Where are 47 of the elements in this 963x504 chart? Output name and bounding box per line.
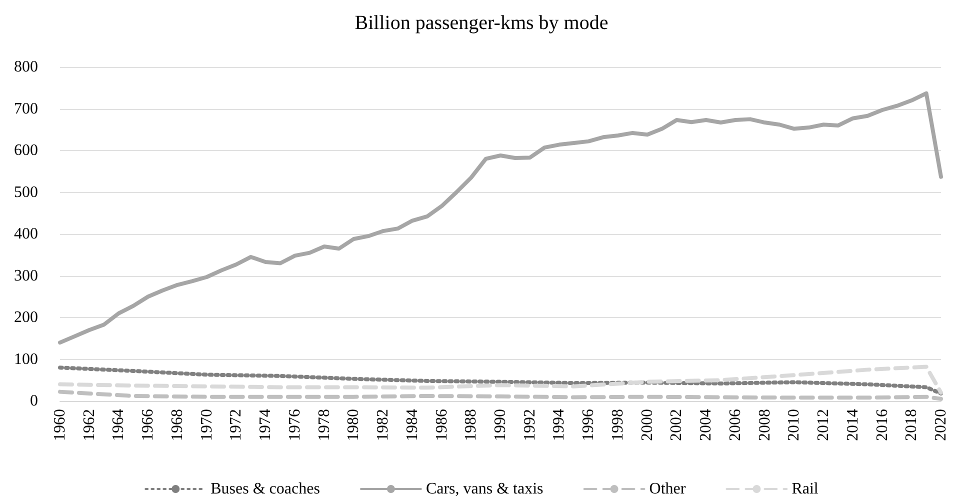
x-tick-label: 1998	[609, 409, 626, 441]
x-tick-label: 1978	[316, 409, 333, 441]
x-tick-label: 1966	[140, 409, 157, 441]
y-tick-label: 100	[14, 350, 38, 368]
x-tick-label: 1996	[580, 409, 598, 441]
y-tick-label: 400	[14, 226, 38, 242]
x-tick-label: 1974	[257, 409, 274, 441]
y-tick-label: 0	[30, 392, 38, 410]
y-tick-label: 800	[14, 58, 38, 76]
x-tick-label: 1970	[198, 409, 216, 441]
legend-label: Other	[649, 480, 686, 498]
x-tick-label: 2004	[698, 409, 715, 441]
x-tick-label: 1988	[462, 409, 480, 441]
y-tick-label: 700	[14, 100, 38, 118]
x-tick-label: 2010	[786, 409, 803, 441]
x-tick-label: 1994	[550, 409, 568, 441]
x-tick-label: 2002	[668, 409, 686, 441]
chart-title: Billion passenger-kms by mode	[354, 12, 608, 34]
x-tick-label: 2020	[932, 409, 950, 441]
x-tick-label: 1962	[80, 409, 98, 441]
x-tick-label: 1960	[52, 409, 68, 441]
y-tick-label: 200	[14, 309, 38, 326]
x-tick-label: 1986	[433, 409, 450, 441]
x-tick-label: 1976	[286, 409, 304, 441]
legend-label: Buses & coaches	[210, 480, 320, 498]
x-tick-label: 1984	[404, 409, 421, 441]
x-tick-label: 1972	[228, 409, 245, 441]
x-tick-label: 1990	[492, 409, 509, 441]
legend-label: Rail	[792, 480, 819, 498]
y-tick-label: 500	[14, 184, 38, 201]
x-tick-label: 2018	[903, 409, 920, 441]
x-tick-label: 2014	[844, 409, 862, 441]
legend-label: Cars, vans & taxis	[426, 480, 544, 498]
x-tick-label: 2008	[756, 409, 774, 441]
x-tick-label: 1982	[374, 409, 392, 441]
line-series	[58, 390, 943, 401]
y-tick-label: 300	[14, 267, 38, 284]
x-tick-label: 2006	[726, 409, 744, 441]
line-series	[58, 91, 943, 345]
y-tick-label: 600	[14, 142, 38, 159]
x-tick-label: 1964	[110, 409, 128, 441]
x-tick-label: 1980	[345, 409, 362, 441]
x-tick-label: 2000	[638, 409, 656, 441]
x-tick-label: 1968	[168, 409, 186, 441]
x-tick-label: 1992	[521, 409, 538, 441]
x-tick-label: 2012	[815, 409, 832, 441]
x-tick-label: 2016	[874, 409, 891, 441]
